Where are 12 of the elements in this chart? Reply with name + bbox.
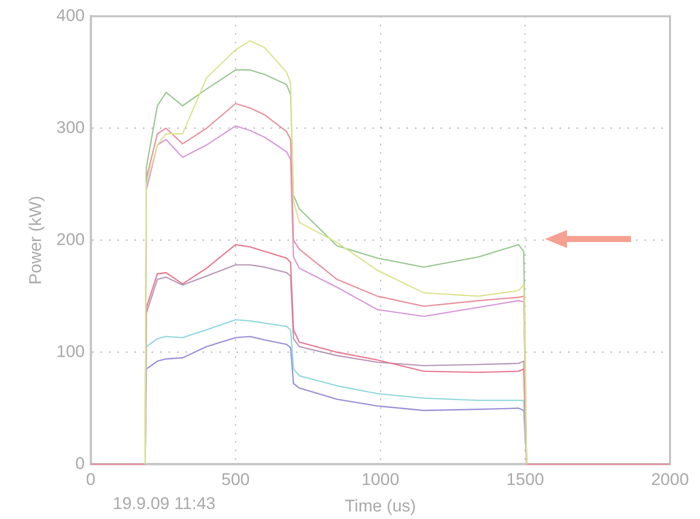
y-tick-label: 200 [56,230,85,249]
x-axis-title: Time (us) [344,496,416,516]
y-tick-label: 0 [75,454,85,473]
y-tick-label: 100 [56,342,85,361]
x-tick-label: 500 [221,470,250,490]
y-tick-label: 400 [56,6,85,25]
x-tick-label: 1500 [506,470,544,490]
x-tick-label: 2000 [651,470,689,490]
text: 19.9.09 11:43 [112,494,216,513]
y-tick-label: 300 [56,118,85,137]
y-axis-title: Power (kW) [26,196,45,285]
x-tick-label: 1000 [361,470,400,490]
